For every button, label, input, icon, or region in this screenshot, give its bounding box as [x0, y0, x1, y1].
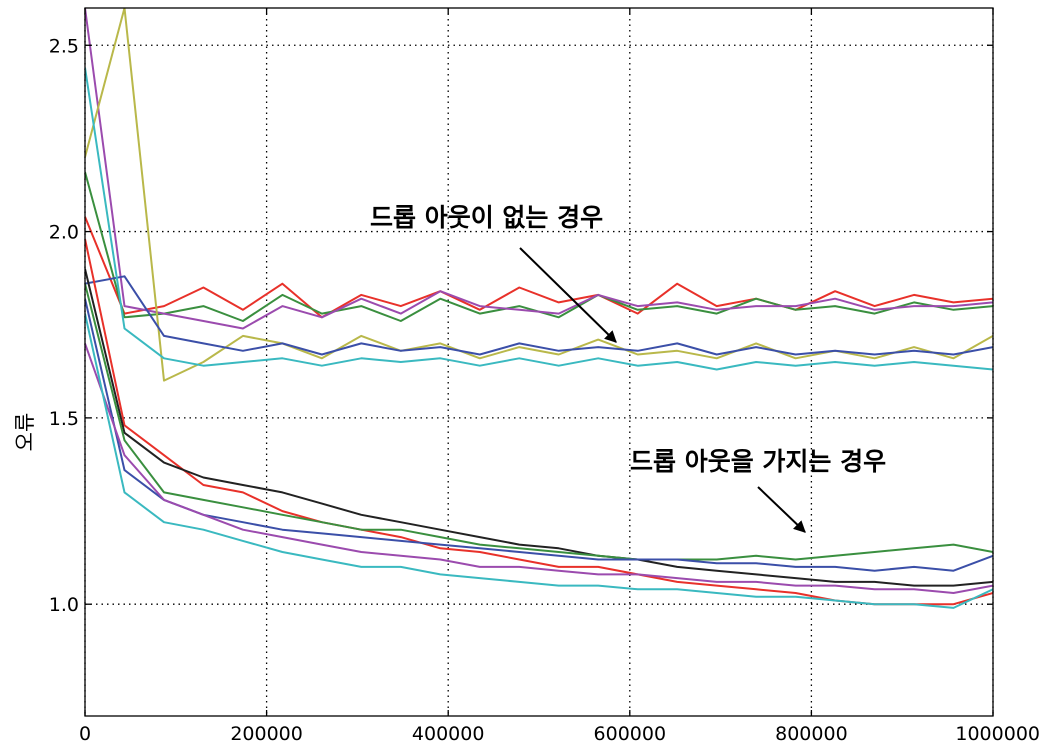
series-line-6	[85, 67, 993, 371]
series-line-11	[85, 343, 993, 594]
x-tick-label: 600000	[594, 723, 667, 745]
x-tick-label: 200000	[230, 723, 303, 745]
y-tick-labels: 1.0 1.5 2.0 2.5	[49, 35, 79, 616]
y-tick-label: 1.5	[49, 408, 79, 430]
x-tick-label: 1000000	[955, 723, 1040, 745]
series-line-1	[85, 216, 993, 319]
annotation-arrow-with-dropout	[757, 486, 806, 533]
series-line-9	[85, 283, 993, 561]
x-tick-labels: 0 200000 400000 600000 800000 1000000	[79, 723, 1040, 745]
series-line-10	[85, 298, 993, 572]
series-line-12	[85, 313, 993, 609]
x-tick-label: 0	[79, 723, 91, 745]
annotation-arrow-no-dropout	[519, 247, 617, 343]
series-line-3	[85, 8, 993, 330]
y-tick-label: 1.0	[49, 594, 79, 616]
x-tick-label: 400000	[412, 723, 485, 745]
x-tick-label: 800000	[775, 723, 848, 745]
tick-marks	[84, 8, 994, 716]
y-axis-label: 오류	[13, 413, 37, 452]
series-line-5	[85, 275, 993, 356]
plot-frame	[84, 7, 994, 717]
annotation-no-dropout: 드롭 아웃이 없는 경우	[370, 203, 603, 232]
series-line-8	[85, 268, 993, 587]
y-tick-label: 2.5	[49, 35, 79, 57]
y-tick-label: 2.0	[49, 222, 79, 244]
annotation-with-dropout: 드롭 아웃을 가지는 경우	[630, 447, 886, 476]
series-lines	[85, 8, 993, 609]
